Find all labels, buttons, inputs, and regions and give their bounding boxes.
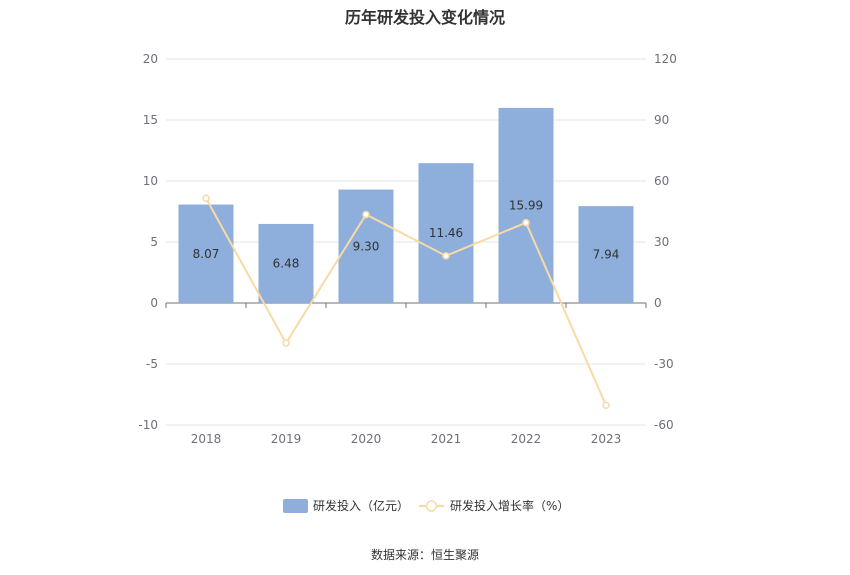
left-axis-tick: 10 — [143, 174, 158, 188]
legend-line-marker — [425, 500, 438, 512]
bar-value-label: 8.07 — [193, 247, 220, 261]
data-labels: 8.07 6.48 9.30 11.46 15.99 7.94 — [193, 198, 620, 270]
bar-2022 — [498, 107, 554, 303]
bar-value-label: 9.30 — [353, 239, 380, 253]
bar-2021 — [418, 163, 474, 303]
growth-point-2023 — [602, 401, 610, 410]
right-axis-tick: 30 — [654, 235, 669, 249]
bar-2020 — [338, 189, 394, 303]
growth-point-2020 — [362, 210, 370, 219]
chart-title: 历年研发投入变化情况 — [344, 8, 505, 27]
right-axis-tick: 90 — [654, 113, 669, 127]
right-axis-tick: 120 — [654, 52, 677, 66]
growth-point-2022 — [522, 218, 530, 227]
bar-2019 — [258, 223, 314, 303]
left-axis-tick: 15 — [143, 113, 158, 127]
left-axis-tick: 5 — [150, 235, 158, 249]
right-axis-tick: 0 — [654, 296, 662, 310]
legend-bar-swatch — [283, 499, 308, 513]
x-axis-tick-label: 2021 — [431, 432, 462, 446]
left-axis-tick: 20 — [143, 52, 158, 66]
bar-2023 — [578, 206, 634, 303]
bar-value-label: 11.46 — [429, 226, 463, 240]
bar-series — [178, 107, 634, 303]
growth-rate-line — [205, 197, 607, 406]
growth-point-2018 — [202, 194, 210, 203]
legend: 研发投入（亿元） 研发投入增长率（%） — [283, 498, 569, 513]
growth-point-2021 — [442, 252, 450, 260]
x-axis-tick-label: 2020 — [351, 432, 382, 446]
x-axis-tick-label: 2018 — [191, 432, 222, 446]
x-axis-tick-label: 2023 — [591, 432, 622, 446]
left-axis-tick: -5 — [146, 357, 158, 371]
bar-value-label: 6.48 — [273, 256, 300, 270]
left-axis-tick: -10 — [138, 418, 158, 432]
axes: 20 120 15 90 10 60 5 30 0 0 -5 -30 -10 -60 2018 2019 202… — [138, 52, 677, 446]
bar-value-label: 15.99 — [509, 198, 543, 212]
left-axis-tick: 0 — [150, 296, 158, 310]
right-axis-tick: -30 — [654, 357, 674, 371]
growth-point-2019 — [282, 339, 290, 347]
line-series — [202, 194, 610, 410]
legend-line-label: 研发投入增长率（%） — [450, 498, 569, 513]
right-axis-tick: 60 — [654, 174, 669, 188]
legend-bar-label: 研发投入（亿元） — [313, 498, 409, 513]
source-note: 数据来源：恒生聚源 — [370, 548, 479, 562]
grid-lines — [166, 58, 646, 426]
right-axis-tick: -60 — [654, 418, 674, 432]
bar-2018 — [178, 204, 234, 303]
x-axis-tick-label: 2019 — [271, 432, 302, 446]
x-axis-tick-label: 2022 — [511, 432, 542, 446]
bar-value-label: 7.94 — [593, 248, 620, 262]
